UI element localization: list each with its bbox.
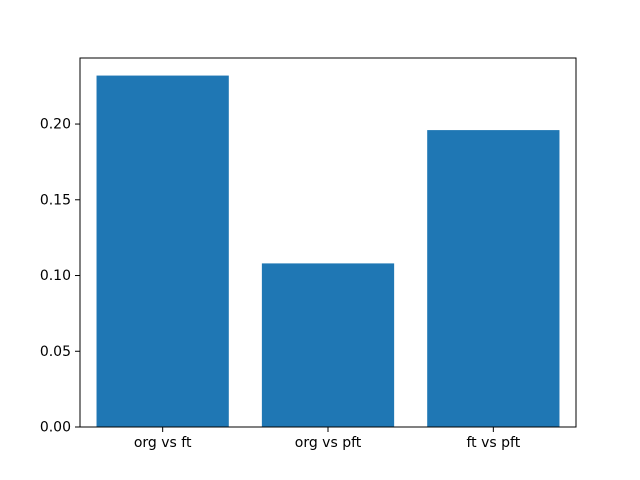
y-tick-label: 0.00 <box>40 420 71 436</box>
bar-org-vs-ft <box>96 75 229 427</box>
x-tick-label: org vs pft <box>295 435 362 451</box>
axes-spines <box>79 57 577 428</box>
bar-ft-vs-pft <box>427 130 560 427</box>
y-tick-label: 0.15 <box>40 192 71 208</box>
x-tick-label: org vs ft <box>134 435 192 451</box>
x-tick-label: ft vs pft <box>466 435 520 451</box>
y-tick-label: 0.05 <box>40 344 71 360</box>
y-tick-label: 0.10 <box>40 268 71 284</box>
bar-org-vs-pft <box>261 263 395 427</box>
y-tick-label: 0.20 <box>40 117 71 133</box>
